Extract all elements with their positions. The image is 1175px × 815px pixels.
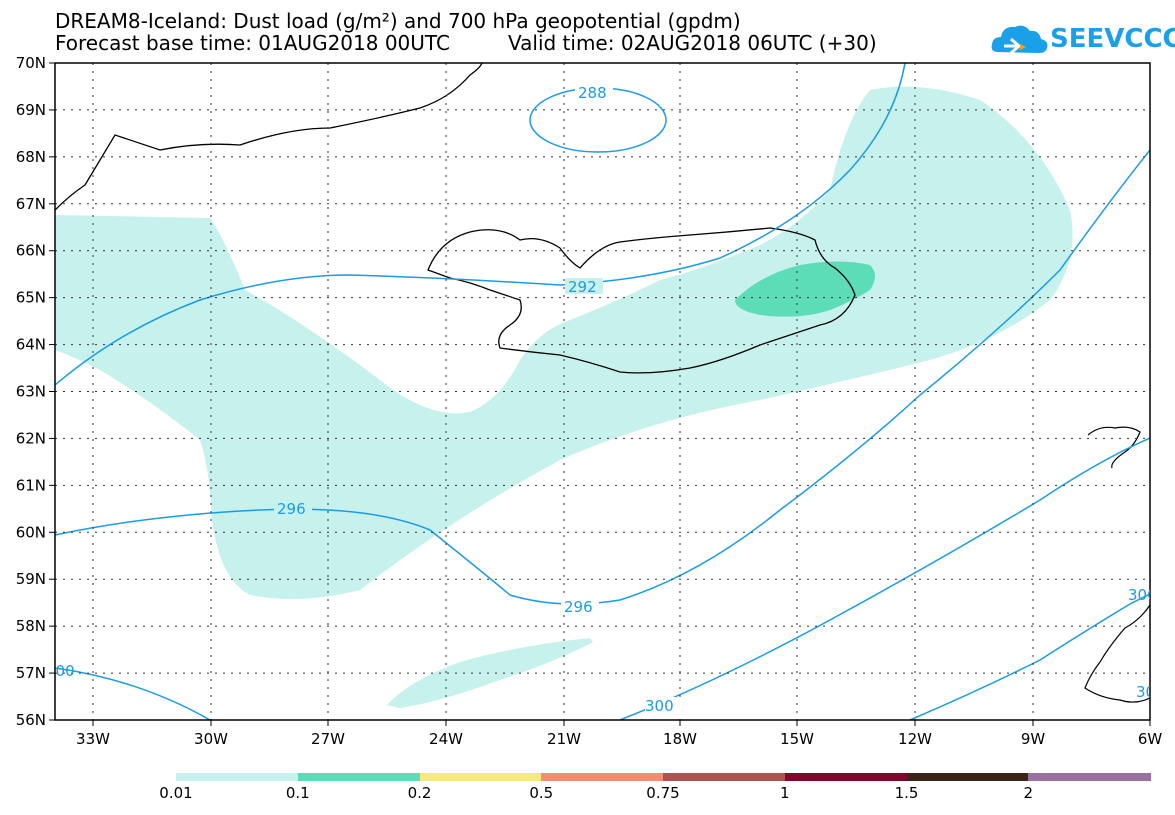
lat-tick-label: 59N: [16, 570, 46, 588]
colorbar-label: 0.2: [407, 784, 432, 802]
colorbar-label: 1.5: [894, 784, 919, 802]
seevccc-logo: SEEVCCC: [990, 20, 1175, 60]
contour-300-east: [909, 593, 1150, 720]
colorbar-segment: [663, 773, 786, 781]
lat-tick-label: 69N: [16, 101, 46, 119]
colorbar-segment: [1028, 773, 1151, 781]
lat-tick-label: 70N: [16, 54, 46, 72]
contour-label-300b: 300: [46, 662, 75, 680]
valid-time: Valid time: 02AUG2018 06UTC (+30): [508, 31, 877, 55]
lat-tick-label: 66N: [16, 242, 46, 260]
colorbar-segment: [906, 773, 1029, 781]
contour-label-288: 288: [578, 84, 607, 102]
lon-tick-label: 6W: [1138, 730, 1163, 748]
lat-tick-label: 58N: [16, 617, 46, 635]
lon-tick-label: 15W: [780, 730, 814, 748]
lat-tick-label: 57N: [16, 664, 46, 682]
contour-label-296b: 296: [564, 598, 593, 616]
colorbar-segment: [541, 773, 664, 781]
lon-tick-label: 21W: [547, 730, 581, 748]
lon-tick-label: 30W: [194, 730, 228, 748]
coastline-greenland: [55, 63, 483, 211]
contour-292: [55, 63, 906, 386]
contour-300: [55, 437, 1150, 720]
coastline-faroes: [1087, 426, 1141, 469]
colorbar-label: 0.1: [285, 784, 310, 802]
lon-tick-label: 12W: [898, 730, 932, 748]
colorbar-segment: [784, 773, 907, 781]
dust-shade-low-south: [387, 638, 593, 708]
lat-tick-label: 64N: [16, 336, 46, 354]
cloud-icon: [991, 25, 1048, 55]
colorbar-segment: [419, 773, 542, 781]
lat-tick-label: 62N: [16, 429, 46, 447]
lat-tick-label: 60N: [16, 523, 46, 541]
dust-shade-low: [55, 86, 1073, 599]
colorbar-label: 0.75: [646, 784, 680, 802]
lon-tick-label: 24W: [429, 730, 463, 748]
contour-label-292: 292: [568, 278, 597, 296]
lat-tick-label: 68N: [16, 148, 46, 166]
lat-tick-label: 67N: [16, 195, 46, 213]
lon-tick-label: 9W: [1021, 730, 1046, 748]
coastline-iceland: [427, 227, 856, 374]
map-title: DREAM8-Iceland: Dust load (g/m²) and 700…: [55, 9, 741, 33]
colorbar-label: 0.5: [529, 784, 554, 802]
contour-label-300c: 300: [1128, 586, 1157, 604]
dust-shade-mid: [735, 261, 875, 317]
colorbar-label: 1: [779, 784, 790, 802]
contour-label-296a: 296: [277, 500, 306, 518]
lat-tick-label: 61N: [16, 476, 46, 494]
lat-tick-label: 56N: [16, 711, 46, 729]
lat-tick-label: 65N: [16, 289, 46, 307]
lat-tick-label: 63N: [16, 383, 46, 401]
logo-text: SEEVCCC: [1050, 24, 1175, 54]
colorbar-segment: [176, 773, 299, 781]
contour-label-300a: 300: [645, 697, 674, 715]
lon-tick-label: 33W: [76, 730, 110, 748]
lon-tick-label: 27W: [311, 730, 345, 748]
colorbar-segment: [297, 773, 420, 781]
contour-label-300d: 300: [1136, 683, 1165, 701]
forecast-base-time: Forecast base time: 01AUG2018 00UTC: [55, 31, 450, 55]
colorbar-label: 0.01: [159, 784, 193, 802]
colorbar-label: 2: [1023, 784, 1034, 802]
lon-tick-label: 18W: [663, 730, 697, 748]
